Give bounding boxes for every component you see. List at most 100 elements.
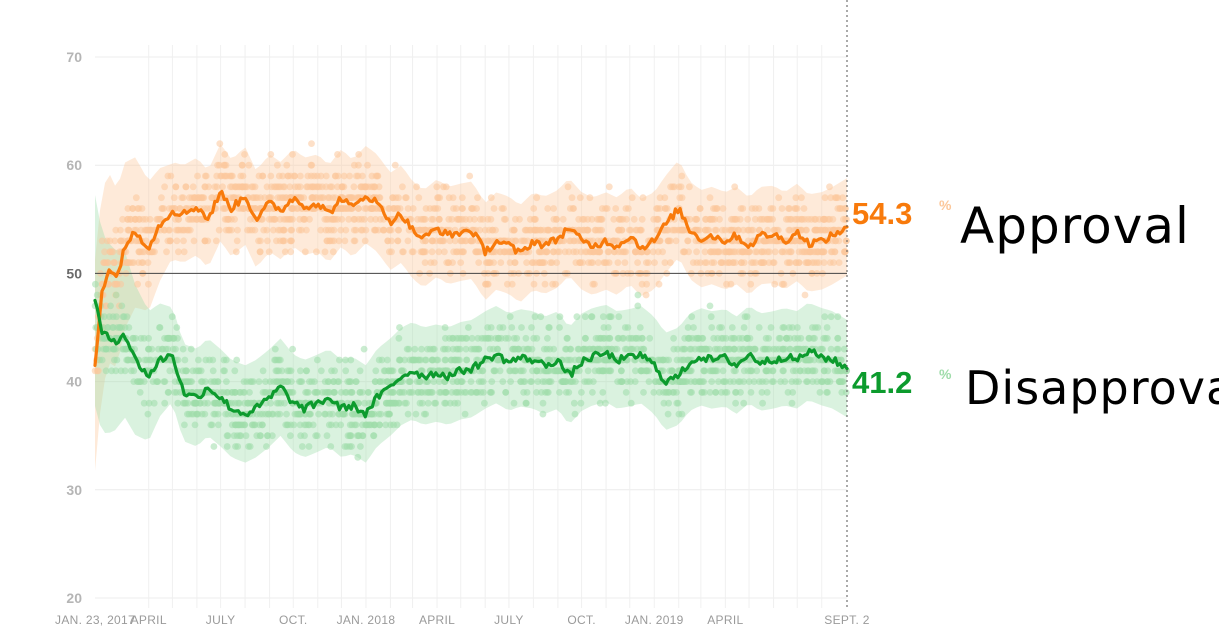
disapproval-poll-dot xyxy=(215,399,222,407)
disapproval-poll-dot xyxy=(646,334,654,342)
approval-poll-dot xyxy=(395,226,402,234)
approval-poll-dot xyxy=(490,205,498,212)
approval-poll-dot xyxy=(308,140,315,148)
approval-poll-dot xyxy=(279,183,287,191)
approval-poll-dot xyxy=(643,280,650,288)
approval-poll-dot xyxy=(757,259,765,266)
disapproval-poll-dot xyxy=(628,345,635,353)
disapproval-poll-dot xyxy=(728,334,735,342)
disapproval-poll-dot xyxy=(623,378,631,385)
approval-poll-dot xyxy=(595,248,603,256)
approval-poll-dot xyxy=(435,215,443,223)
disapproval-poll-dot xyxy=(538,389,545,396)
disapproval-poll-dot xyxy=(419,399,426,407)
approval-poll-dot xyxy=(369,183,377,191)
approval-poll-dot xyxy=(530,280,538,288)
disapproval-poll-dot xyxy=(202,356,210,364)
disapproval-poll-dot xyxy=(454,399,462,407)
disapproval-poll-dot xyxy=(442,356,449,364)
disapproval-poll-dot xyxy=(181,421,188,429)
approval-poll-dot xyxy=(568,194,576,202)
approval-poll-dot xyxy=(329,194,337,202)
approval-poll-dot xyxy=(409,248,417,256)
disapproval-poll-dot xyxy=(518,367,525,375)
disapproval-poll-dot xyxy=(257,432,264,440)
approval-poll-dot xyxy=(172,215,179,223)
disapproval-poll-dot xyxy=(732,389,740,396)
approval-poll-dot xyxy=(91,367,99,375)
disapproval-poll-dot xyxy=(684,324,692,331)
approval-poll-dot xyxy=(484,237,491,245)
approval-poll-dot xyxy=(628,194,636,202)
approval-poll-dot xyxy=(134,205,142,212)
approval-poll-dot xyxy=(564,183,572,191)
disapproval-poll-dot xyxy=(340,410,347,418)
disapproval-poll-dot xyxy=(571,410,579,418)
disapproval-poll-dot xyxy=(631,378,639,385)
y-tick-label: 70 xyxy=(66,49,82,65)
approval-poll-dot xyxy=(502,215,509,223)
approval-poll-dot xyxy=(605,183,613,191)
approval-poll-dot xyxy=(696,205,704,212)
disapproval-poll-dot xyxy=(708,324,716,331)
disapproval-poll-dot xyxy=(802,356,810,364)
approval-poll-dot xyxy=(820,259,828,266)
approval-poll-dot xyxy=(659,248,666,256)
approval-poll-dot xyxy=(429,237,437,245)
disapproval-poll-dot xyxy=(323,432,331,440)
approval-poll-dot xyxy=(455,215,462,223)
x-tick-label: OCT. xyxy=(279,613,308,627)
disapproval-poll-dot xyxy=(140,378,148,385)
disapproval-poll-dot xyxy=(625,334,633,342)
disapproval-poll-dot xyxy=(710,334,718,342)
approval-poll-dot xyxy=(458,237,465,245)
approval-poll-dot xyxy=(686,183,693,191)
disapproval-poll-dot xyxy=(309,421,317,429)
disapproval-poll-dot xyxy=(740,378,748,385)
disapproval-poll-dot xyxy=(359,432,367,440)
disapproval-poll-dot xyxy=(156,324,164,331)
approval-poll-dot xyxy=(458,248,466,256)
approval-poll-dot xyxy=(720,248,728,256)
disapproval-poll-dot xyxy=(711,367,719,375)
disapproval-poll-dot xyxy=(352,378,360,385)
approval-poll-dot xyxy=(540,226,548,234)
approval-poll-dot xyxy=(661,259,669,266)
disapproval-poll-dot xyxy=(136,389,144,396)
disapproval-poll-dot xyxy=(634,302,642,310)
disapproval-poll-dot xyxy=(435,378,443,385)
disapproval-poll-dot xyxy=(248,421,256,429)
disapproval-poll-dot xyxy=(211,378,219,385)
disapproval-poll-dot xyxy=(665,399,672,407)
approval-poll-dot xyxy=(354,205,362,212)
disapproval-poll-dot xyxy=(361,399,368,407)
disapproval-poll-dot xyxy=(496,367,504,375)
disapproval-poll-dot xyxy=(259,367,267,375)
approval-poll-dot xyxy=(343,205,350,212)
approval-poll-dot xyxy=(729,259,737,266)
disapproval-poll-dot xyxy=(403,399,410,407)
disapproval-poll-dot xyxy=(728,324,736,331)
approval-poll-dot xyxy=(511,259,519,266)
disapproval-poll-dot xyxy=(117,367,125,375)
approval-poll-dot xyxy=(186,226,194,234)
disapproval-poll-dot xyxy=(834,313,842,321)
approval-poll-dot xyxy=(430,259,438,266)
disapproval-poll-dot xyxy=(418,345,425,353)
approval-poll-dot xyxy=(318,194,326,202)
approval-poll-dot xyxy=(619,248,627,256)
approval-poll-dot xyxy=(124,205,132,212)
disapproval-poll-dot xyxy=(490,367,498,375)
disapproval-poll-dot xyxy=(284,378,292,385)
approval-poll-dot xyxy=(182,183,190,191)
disapproval-poll-dot xyxy=(763,389,771,396)
disapproval-poll-dot xyxy=(834,345,842,353)
approval-poll-dot xyxy=(142,226,150,234)
approval-poll-dot xyxy=(394,237,402,245)
approval-poll-dot xyxy=(134,280,142,288)
disapproval-poll-dot xyxy=(823,324,831,331)
approval-poll-dot xyxy=(323,215,330,223)
disapproval-poll-dot xyxy=(145,399,153,407)
approval-poll-dot xyxy=(416,226,423,234)
approval-poll-dot xyxy=(288,205,295,212)
